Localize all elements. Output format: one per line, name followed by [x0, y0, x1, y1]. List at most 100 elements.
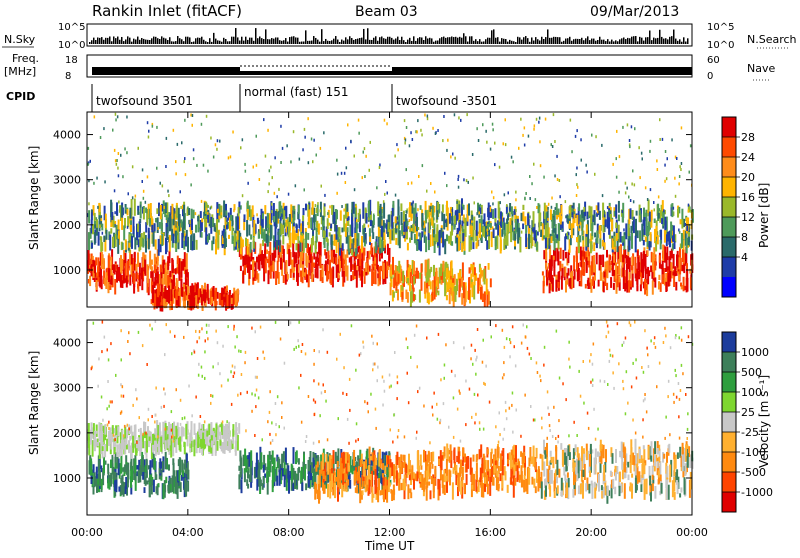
- data-cell: [634, 183, 636, 186]
- nsky-bar: [509, 40, 511, 44]
- data-cell: [168, 464, 170, 470]
- data-cell: [361, 270, 363, 287]
- data-cell: [441, 228, 443, 238]
- data-cell: [462, 450, 464, 455]
- data-cell: [363, 151, 365, 154]
- data-cell: [346, 166, 348, 169]
- nsky-bar: [615, 40, 617, 44]
- data-cell: [495, 460, 497, 465]
- data-cell: [181, 261, 183, 277]
- nsky-bar: [227, 41, 229, 44]
- data-cell: [144, 487, 146, 493]
- data-cell: [649, 212, 651, 222]
- nsky-bar: [459, 37, 461, 44]
- data-cell: [160, 437, 162, 452]
- data-cell: [576, 183, 578, 186]
- data-cell: [522, 205, 524, 210]
- data-cell: [201, 200, 203, 203]
- data-cell: [150, 203, 152, 218]
- data-cell: [490, 223, 492, 228]
- y-tick-label: 4000: [53, 129, 81, 142]
- nsky-bar: [587, 36, 589, 44]
- nsearch-label: N.Search: [747, 33, 797, 46]
- nsky-bar: [137, 37, 139, 44]
- nsky-bar: [617, 41, 619, 44]
- data-cell: [247, 455, 249, 459]
- data-cell: [540, 164, 542, 167]
- data-cell: [152, 125, 154, 128]
- data-cell: [343, 209, 345, 212]
- data-cell: [242, 239, 244, 247]
- data-cell: [411, 182, 413, 185]
- data-cell: [221, 299, 223, 306]
- data-cell: [671, 138, 673, 141]
- data-cell: [364, 147, 366, 150]
- data-cell: [446, 234, 448, 241]
- data-cell: [88, 202, 90, 205]
- data-cell: [103, 127, 105, 130]
- data-cell: [100, 236, 102, 240]
- data-cell: [574, 211, 576, 214]
- nsky-bar: [195, 38, 197, 44]
- data-cell: [175, 172, 177, 175]
- data-cell: [247, 471, 249, 479]
- freq-unit: [MHz]: [4, 65, 36, 78]
- data-cell: [208, 205, 210, 208]
- nsky-bar: [159, 39, 161, 44]
- data-cell: [345, 452, 347, 463]
- data-cell: [391, 215, 393, 229]
- data-cell: [149, 251, 151, 267]
- data-cell: [186, 253, 188, 269]
- data-cell: [282, 235, 284, 245]
- data-cell: [598, 280, 600, 287]
- data-cell: [100, 136, 102, 139]
- data-cell: [167, 227, 169, 240]
- data-cell: [645, 254, 647, 271]
- nsky-bar: [647, 37, 649, 44]
- nsky-bar: [91, 40, 93, 44]
- nsky-bar: [427, 38, 429, 44]
- data-cell: [195, 212, 197, 215]
- data-cell: [200, 430, 202, 439]
- data-cell: [301, 482, 303, 491]
- data-cell: [350, 275, 352, 281]
- nsky-bar: [497, 37, 499, 44]
- data-cell: [351, 223, 353, 237]
- nsky-bar: [581, 38, 583, 44]
- data-cell: [625, 223, 627, 239]
- data-cell: [237, 230, 239, 240]
- data-cell: [131, 236, 133, 249]
- data-cell: [112, 265, 114, 270]
- nsky-bar: [671, 36, 673, 44]
- data-cell: [298, 205, 300, 214]
- data-cell: [302, 148, 304, 151]
- data-cell: [627, 256, 629, 269]
- data-cell: [616, 130, 618, 133]
- data-cell: [398, 479, 400, 491]
- data-cell: [679, 231, 681, 234]
- data-cell: [442, 204, 444, 212]
- nsky-bar: [305, 30, 307, 44]
- data-cell: [468, 283, 470, 300]
- data-cell: [310, 254, 312, 263]
- nsky-bar: [651, 40, 653, 44]
- data-cell: [426, 190, 428, 193]
- nsky-bar: [113, 36, 115, 44]
- data-cell: [509, 208, 511, 211]
- data-cell: [229, 292, 231, 308]
- data-cell: [268, 270, 270, 284]
- data-cell: [134, 465, 136, 473]
- data-cell: [101, 276, 103, 280]
- data-cell: [334, 471, 336, 475]
- data-cell: [569, 210, 571, 213]
- data-cell: [355, 210, 357, 213]
- data-cell: [137, 284, 139, 289]
- data-cell: [376, 186, 378, 189]
- nsky-bar: [393, 40, 395, 44]
- nsky-bar: [379, 37, 381, 44]
- data-cell: [658, 281, 660, 289]
- data-cell: [148, 136, 150, 139]
- data-cell: [204, 444, 206, 448]
- data-cell: [117, 239, 119, 254]
- data-cell: [654, 208, 656, 211]
